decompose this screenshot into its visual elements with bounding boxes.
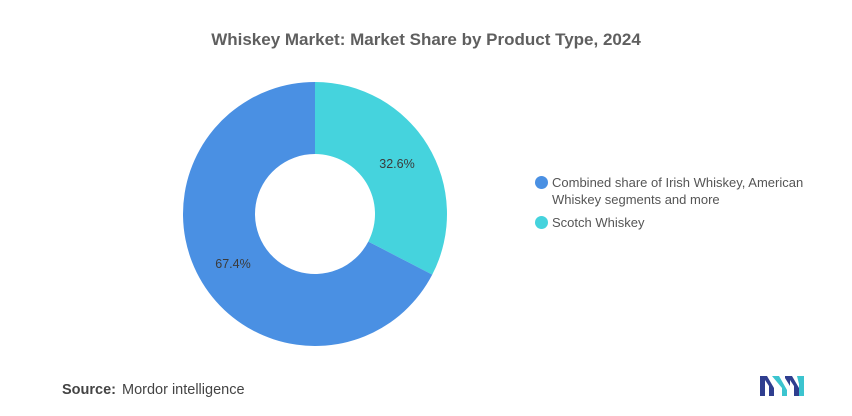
slice-label-1: 67.4% xyxy=(215,257,250,271)
source-label: Source: xyxy=(62,382,116,398)
donut-slice-0 xyxy=(315,82,447,275)
donut-chart: 32.6% 67.4% xyxy=(183,81,447,346)
slice-label-0: 32.6% xyxy=(379,157,414,171)
legend-label-combined: Combined share of Irish Whiskey, America… xyxy=(552,175,804,207)
mordor-logo-icon xyxy=(760,376,804,396)
donut-slice-1 xyxy=(183,81,433,346)
legend-dot-combined-icon xyxy=(535,176,548,189)
legend-dot-scotch-icon xyxy=(535,216,548,229)
source-line: Source: Mordor intelligence xyxy=(62,382,245,398)
chart-legend: Combined share of Irish Whiskey, America… xyxy=(535,174,835,237)
chart-title: Whiskey Market: Market Share by Product … xyxy=(211,30,641,49)
legend-item-combined: Combined share of Irish Whiskey, America… xyxy=(535,174,835,208)
source-text: Mordor intelligence xyxy=(122,382,245,398)
legend-item-scotch: Scotch Whiskey xyxy=(535,214,835,231)
legend-label-scotch: Scotch Whiskey xyxy=(552,215,645,230)
